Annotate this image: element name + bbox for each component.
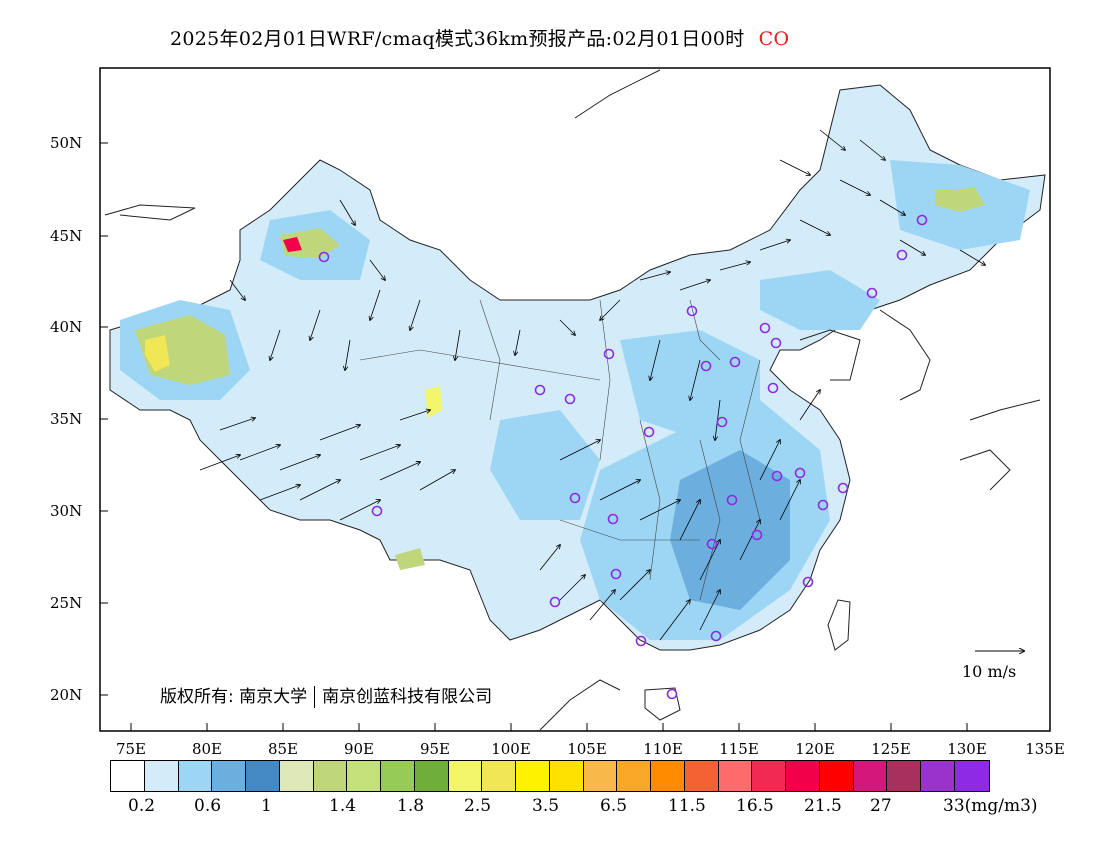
wind-reference-label: 10 m/s (962, 662, 1017, 681)
taiwan-island (827, 599, 851, 651)
copyright-separator (314, 686, 316, 708)
lon-label-115e: 115E (719, 740, 759, 758)
colorbar-label: 1.8 (397, 796, 425, 816)
colorbar-label: 27 (870, 796, 892, 816)
lake-baikal-shore (574, 69, 661, 119)
lat-label-35n: 35N (50, 410, 83, 428)
co-zone-northeast-core (935, 188, 985, 212)
colorbar-swatch (414, 761, 449, 791)
colorbar-swatch (381, 761, 415, 791)
lon-label-95e: 95E (419, 740, 451, 758)
co-hotspot-tarim (145, 335, 170, 372)
copyright-notice: 版权所有: 南京大学 南京创蓝科技有限公司 (160, 682, 492, 708)
colorbar-swatch (313, 761, 348, 791)
colorbar-label: 1.4 (329, 796, 357, 816)
lon-label-110e: 110E (643, 740, 683, 758)
co-hotspot-tibet (395, 548, 425, 570)
coastline-korea-japan (879, 309, 1041, 491)
colorbar-swatch (516, 761, 550, 791)
colorbar-swatch (246, 761, 280, 791)
lon-label-75e: 75E (115, 740, 147, 758)
lat-label-20n: 20N (50, 686, 83, 704)
colorbar-swatch (482, 761, 516, 791)
pollutant-label: CO (758, 28, 790, 50)
colorbar (110, 760, 990, 792)
lat-label-40n: 40N (50, 318, 83, 336)
indochina-coast (539, 679, 621, 731)
colorbar-label: 1 (261, 796, 272, 816)
colorbar-swatch (684, 761, 719, 791)
lat-label-30n: 30N (50, 502, 83, 520)
colorbar-swatch (178, 761, 213, 791)
hainan-island (644, 687, 681, 721)
province-boundaries (359, 299, 761, 601)
colorbar-swatch (651, 761, 685, 791)
axis-ticks (100, 142, 968, 731)
lon-label-90e: 90E (343, 740, 375, 758)
colorbar-swatch (448, 761, 483, 791)
co-zone-north (760, 270, 880, 330)
colorbar-swatch (853, 761, 888, 791)
caspian-shore (104, 204, 196, 221)
colorbar-swatch (583, 761, 618, 791)
lon-label-130e: 130E (947, 740, 987, 758)
title-text: 2025年02月01日WRF/cmaq模式36km预报产品:02月01日00时 (170, 28, 745, 50)
colorbar-swatch (347, 761, 381, 791)
co-zone-east-core (670, 450, 790, 610)
lon-label-105e: 105E (567, 740, 607, 758)
copyright-org-nju: 南京大学 (239, 687, 308, 707)
colorbar-swatch (887, 761, 921, 791)
co-zone-center (620, 330, 760, 440)
lat-label-50n: 50N (50, 134, 83, 152)
lon-label-80e: 80E (191, 740, 223, 758)
colorbar-swatch (786, 761, 820, 791)
colorbar-label: 33(mg/m3) (943, 796, 1038, 816)
lon-label-120e: 120E (795, 740, 835, 758)
city-markers (318, 214, 928, 700)
colorbar-swatch (819, 761, 854, 791)
colorbar-swatch (144, 761, 179, 791)
colorbar-label: 2.5 (464, 796, 492, 816)
colorbar-label: 11.5 (668, 796, 706, 816)
colorbar-swatch (111, 761, 145, 791)
colorbar-label: 3.5 (532, 796, 560, 816)
coastline-bohai (799, 329, 861, 381)
map-border (99, 67, 1051, 732)
colorbar-swatch (212, 761, 246, 791)
colorbar-swatch (718, 761, 753, 791)
copyright-org-company: 南京创蓝科技有限公司 (322, 687, 493, 707)
colorbar-swatch (954, 761, 989, 791)
lon-label-125e: 125E (871, 740, 911, 758)
colorbar-label: 16.5 (736, 796, 774, 816)
lat-label-45n: 45N (50, 227, 83, 245)
lon-label-85e: 85E (267, 740, 299, 758)
copyright-prefix: 版权所有: (160, 687, 234, 707)
lon-label-100e: 100E (491, 740, 531, 758)
colorbar-swatch (921, 761, 955, 791)
colorbar-label: 6.5 (600, 796, 628, 816)
lon-label-135e: 135E (1025, 740, 1065, 758)
co-zone-sichuan (490, 410, 600, 520)
colorbar-swatch (549, 761, 584, 791)
map-title: 2025年02月01日WRF/cmaq模式36km预报产品:02月01日00时 C… (170, 24, 789, 51)
colorbar-label: 0.2 (128, 796, 156, 816)
lat-label-25n: 25N (50, 594, 83, 612)
colorbar-swatch (279, 761, 314, 791)
co-hotspot-urumqi (283, 237, 302, 252)
colorbar-label: 21.5 (804, 796, 842, 816)
colorbar-swatch (752, 761, 786, 791)
colorbar-swatch (617, 761, 651, 791)
colorbar-label: 0.6 (194, 796, 222, 816)
